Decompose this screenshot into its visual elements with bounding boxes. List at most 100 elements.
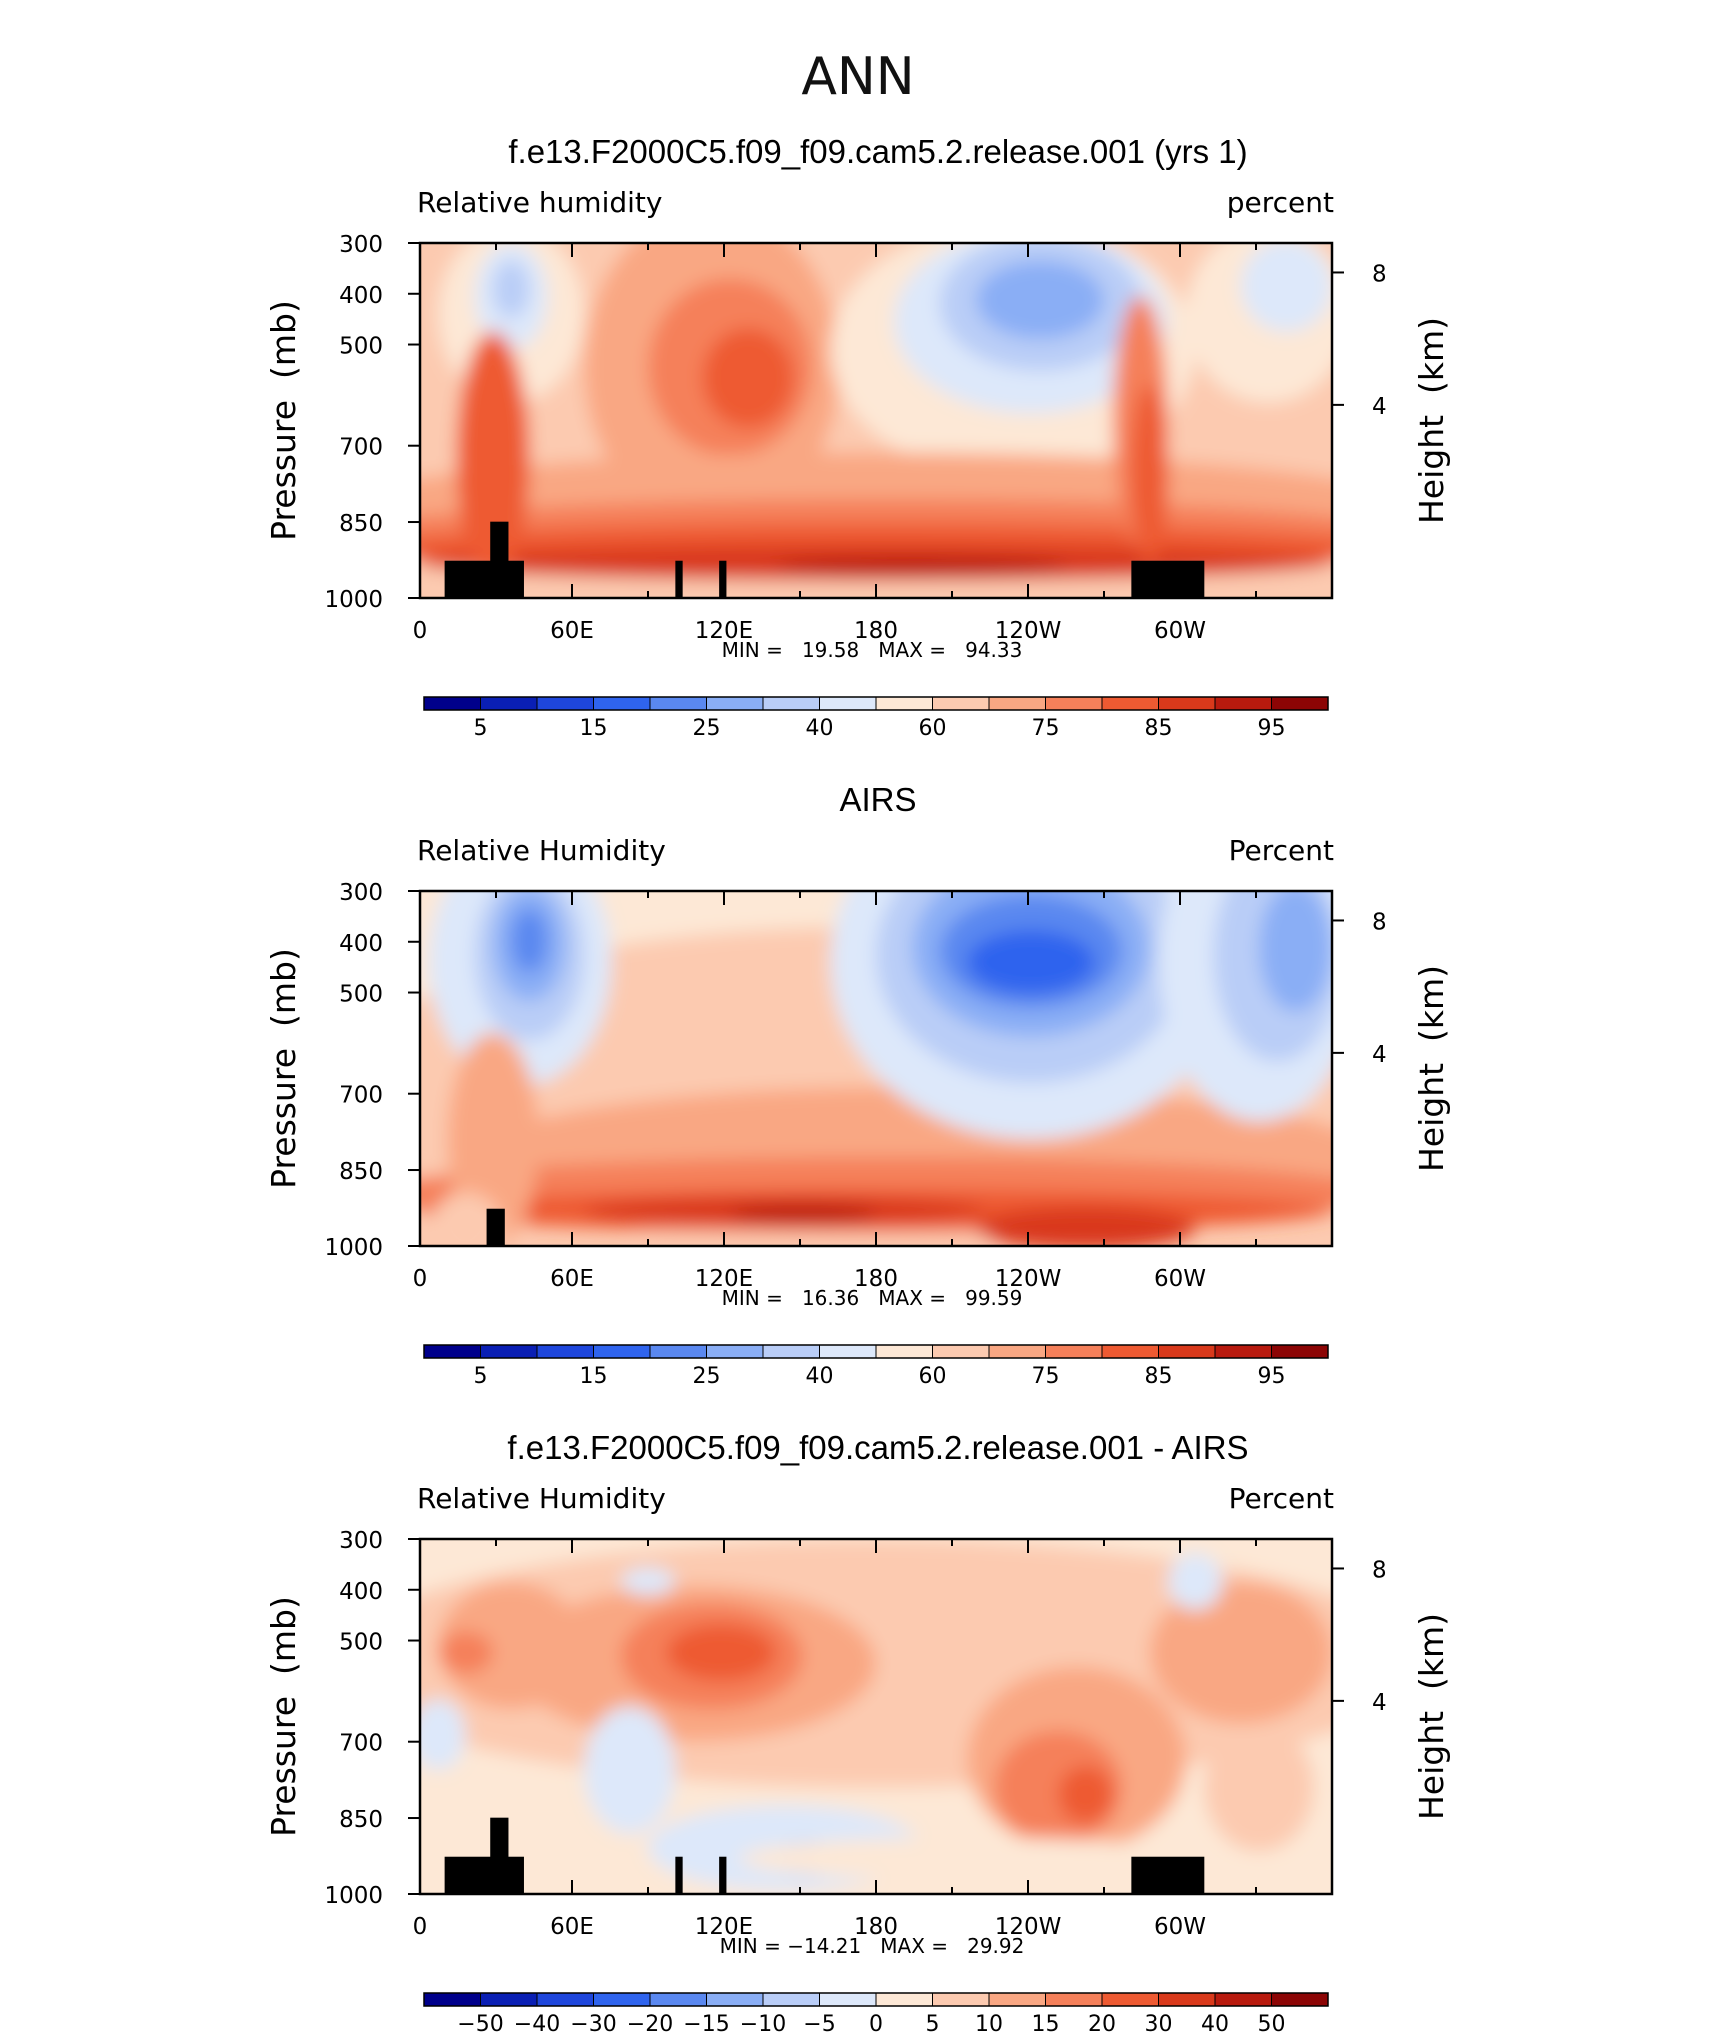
min-max-stats: MIN = −14.21 MAX = 29.92 <box>720 1934 1025 1958</box>
contour-region <box>438 1581 585 1710</box>
y-tick-label: 1000 <box>324 587 383 613</box>
colorbar-swatch <box>593 1345 651 1358</box>
colorbar-label: 60 <box>919 1364 947 1389</box>
colorbar-swatch <box>819 1993 877 2006</box>
colorbar-label: 60 <box>919 716 947 741</box>
colorbar-swatch <box>763 1993 820 2006</box>
contour-region <box>702 328 794 428</box>
contour-field <box>420 243 1332 598</box>
topography-mask <box>675 1856 683 1894</box>
colorbar: 5 15 25 40 60 75 85 95 <box>423 696 1329 741</box>
y-right-axis-label: Height (km) <box>1412 317 1451 524</box>
contour-region <box>739 1837 1196 1880</box>
colorbar-label: 20 <box>1088 2012 1116 2037</box>
colorbar-swatch <box>989 1993 1046 2006</box>
y-tick-label: 400 <box>339 283 383 309</box>
colorbar: 5 15 25 40 60 75 85 95 <box>423 1344 1329 1389</box>
y-right-tick-label: 4 <box>1372 1042 1387 1068</box>
topography-mask <box>444 1856 524 1894</box>
x-tick-label: 0 <box>413 1914 428 1940</box>
x-tick-label: 180 <box>854 618 898 644</box>
colorbar-swatch <box>706 697 764 710</box>
x-tick-label: 60W <box>1154 1266 1206 1292</box>
contour-region <box>584 1705 676 1834</box>
contour-region <box>730 1205 876 1223</box>
colorbar-swatch <box>1215 1345 1272 1358</box>
min-max-stats: MIN = 16.36 MAX = 99.59 <box>722 1286 1023 1310</box>
colorbar-swatch <box>1045 1345 1103 1358</box>
colorbar-swatch <box>1158 1993 1216 2006</box>
y-right-axis-label: Height (km) <box>1412 1613 1451 1820</box>
y-tick-label: 700 <box>339 435 383 461</box>
contour-region <box>1204 1723 1314 1852</box>
colorbar-swatch <box>763 1345 820 1358</box>
colorbar-swatch <box>593 1993 651 2006</box>
x-tick-label: 60W <box>1154 618 1206 644</box>
colorbar-swatch <box>989 697 1046 710</box>
y-tick-label: 300 <box>339 1528 383 1554</box>
colorbar-frame <box>423 1344 1329 1359</box>
y-tick-label: 500 <box>339 334 383 360</box>
colorbar-label: 15 <box>1032 2012 1060 2037</box>
colorbar-frame <box>423 696 1329 711</box>
colorbar-swatch <box>480 1993 538 2006</box>
variable-label: Relative Humidity <box>417 834 666 867</box>
colorbar-label: 0 <box>869 2012 883 2037</box>
contour-region <box>456 331 530 581</box>
contour-field <box>420 1539 1332 1894</box>
colorbar-swatch <box>1158 1345 1216 1358</box>
contour-region <box>1259 891 1332 1012</box>
contour-field <box>420 891 1332 1246</box>
colorbar-swatch <box>1215 697 1272 710</box>
figure-title: ANN <box>801 47 914 107</box>
colorbar-swatch <box>537 1345 594 1358</box>
y-tick-label: 700 <box>339 1083 383 1109</box>
colorbar-swatch <box>480 697 538 710</box>
y-tick-label: 850 <box>339 511 383 537</box>
contour-region <box>438 1631 493 1674</box>
contour-region <box>429 1192 503 1246</box>
colorbar-swatch <box>763 697 820 710</box>
colorbar-swatch <box>1271 1345 1329 1358</box>
contour-region <box>420 1698 466 1770</box>
contour-region <box>1058 1766 1114 1823</box>
colorbar-label: 25 <box>693 1364 721 1389</box>
contour-region <box>1131 385 1168 563</box>
colorbar-swatch <box>706 1993 764 2006</box>
contour-region <box>1240 243 1332 332</box>
colorbar-label: 25 <box>693 716 721 741</box>
y-tick-label: 300 <box>339 880 383 906</box>
colorbar-swatch <box>537 697 594 710</box>
y-tick-label: 700 <box>339 1731 383 1757</box>
unit-label: Percent <box>1229 1482 1334 1515</box>
colorbar-swatch <box>424 1345 481 1358</box>
colorbar-swatch <box>706 1345 764 1358</box>
colorbar-swatch <box>537 1993 594 2006</box>
topography-mask <box>1131 560 1205 598</box>
colorbar-swatch <box>1045 697 1103 710</box>
y-tick-label: 850 <box>339 1159 383 1185</box>
x-tick-label: 60E <box>550 618 594 644</box>
colorbar-label: 85 <box>1145 1364 1173 1389</box>
colorbar-swatch <box>932 697 990 710</box>
colorbar-label: −20 <box>627 2012 673 2037</box>
topography-mask <box>719 560 727 598</box>
colorbar-swatch <box>424 1993 481 2006</box>
colorbar-label: 40 <box>1201 2012 1229 2037</box>
colorbar-swatch <box>593 697 651 710</box>
panel-3: f.e13.F2000C5.f09_f09.cam5.2.release.001… <box>264 1429 1451 2037</box>
topography-mask <box>490 521 509 598</box>
colorbar-swatch <box>1215 1993 1272 2006</box>
colorbar-swatch <box>1102 1993 1159 2006</box>
y-tick-label: 1000 <box>324 1883 383 1909</box>
colorbar-label: 15 <box>580 1364 608 1389</box>
x-tick-label: 120W <box>995 1914 1062 1940</box>
y-right-tick-label: 4 <box>1372 394 1387 420</box>
colorbar-label: −50 <box>457 2012 503 2037</box>
x-tick-label: 180 <box>854 1914 898 1940</box>
y-axis-label: Pressure (mb) <box>264 1596 303 1837</box>
variable-label: Relative Humidity <box>417 1482 666 1515</box>
contour-region <box>976 1206 1196 1246</box>
x-tick-label: 120W <box>995 618 1062 644</box>
y-axis-label: Pressure (mb) <box>264 948 303 1189</box>
